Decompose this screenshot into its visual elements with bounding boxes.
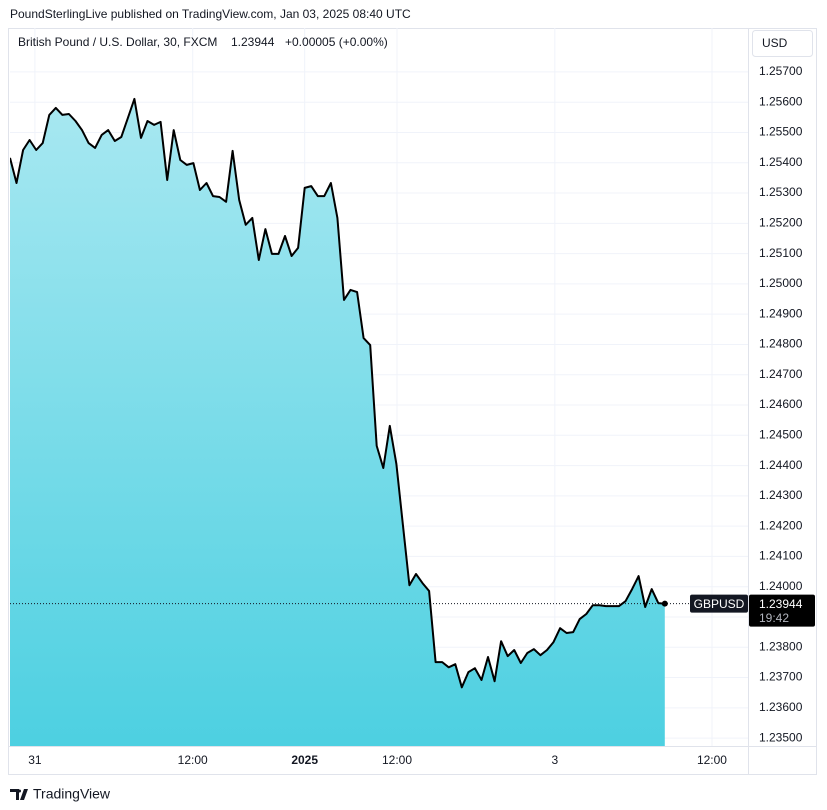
currency-label[interactable]: USD bbox=[762, 36, 788, 50]
y-tick-label: 1.23800 bbox=[759, 639, 803, 653]
y-tick-label: 1.24600 bbox=[759, 397, 803, 411]
y-tick-label: 1.24000 bbox=[759, 579, 803, 593]
y-tick-label: 1.25200 bbox=[759, 215, 803, 229]
y-tick-label: 1.24300 bbox=[759, 488, 803, 502]
price-tag-label: 1.23944 bbox=[759, 597, 803, 611]
currency-button[interactable] bbox=[752, 30, 813, 57]
area bbox=[10, 98, 665, 746]
y-tick-label: 1.24500 bbox=[759, 427, 803, 441]
x-tick-label: 12:00 bbox=[382, 753, 412, 767]
y-tick-label: 1.24200 bbox=[759, 518, 803, 532]
y-tick-label: 1.25000 bbox=[759, 276, 803, 290]
legend-title: British Pound / U.S. Dollar, 30, FXCM bbox=[18, 35, 217, 49]
footer-logo bbox=[10, 789, 28, 800]
symbol-tag bbox=[690, 594, 748, 613]
y-tick-label: 1.24400 bbox=[759, 458, 803, 472]
pane-border bbox=[8, 28, 817, 775]
x-tick-label: 12:00 bbox=[178, 753, 208, 767]
y-tick-label: 1.23500 bbox=[759, 730, 803, 744]
y-tick-label: 1.25300 bbox=[759, 185, 803, 199]
footer-brand: TradingView bbox=[33, 786, 111, 802]
line bbox=[10, 97, 665, 689]
y-tick-label: 1.24100 bbox=[759, 549, 803, 563]
y-tick-label: 1.23600 bbox=[759, 700, 803, 714]
y-tick-label: 1.25700 bbox=[759, 64, 803, 78]
x-tick-label: 12:00 bbox=[697, 753, 727, 767]
y-tick-label: 1.25400 bbox=[759, 155, 803, 169]
plot bbox=[10, 28, 748, 746]
y-tick-label: 1.25600 bbox=[759, 94, 803, 108]
y-tick-label: 1.24900 bbox=[759, 306, 803, 320]
x-tick-label: 31 bbox=[28, 753, 42, 767]
countdown-label: 19:42 bbox=[759, 611, 789, 625]
price-tag bbox=[749, 594, 815, 627]
legend-change: +0.00005 (+0.00%) bbox=[285, 35, 388, 49]
legend-price: 1.23944 bbox=[231, 35, 275, 49]
symbol-tag-label: GBPUSD bbox=[694, 597, 745, 611]
last-point bbox=[661, 600, 668, 607]
y-tick-label: 1.24700 bbox=[759, 367, 803, 381]
publish-header: PoundSterlingLive published on TradingVi… bbox=[10, 7, 411, 21]
x-tick-label: 2025 bbox=[291, 753, 318, 767]
y-tick-label: 1.25100 bbox=[759, 246, 803, 260]
x-tick-label: 3 bbox=[551, 753, 558, 767]
y-tick-label: 1.23700 bbox=[759, 670, 803, 684]
y-tick-label: 1.24800 bbox=[759, 337, 803, 351]
y-tick-label: 1.25500 bbox=[759, 125, 803, 139]
